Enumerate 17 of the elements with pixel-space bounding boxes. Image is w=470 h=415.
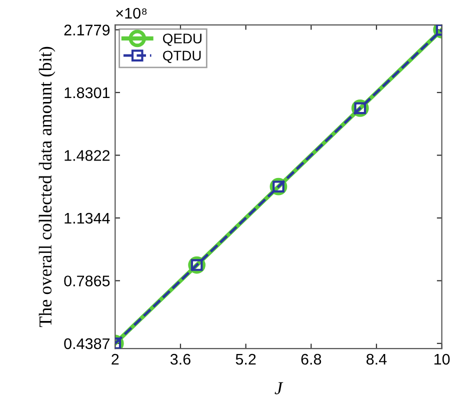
x-tick-label: 5.2 — [236, 354, 256, 365]
x-tick-label: 2 — [112, 354, 119, 365]
y-tick-label: 2.1779 — [64, 24, 110, 36]
x-tick-label: 10 — [434, 354, 450, 365]
y-tick-label: 1.8301 — [64, 87, 110, 98]
y-tick-label: 0.7865 — [64, 276, 110, 286]
x-tick-label: 8.4 — [366, 354, 387, 365]
text: ×10⁸ — [116, 8, 147, 19]
legend-label: QTDU — [163, 50, 201, 64]
y-tick-label: 1.1344 — [64, 212, 110, 224]
x-axis-title: J — [274, 382, 284, 394]
y-tick-label: 1.4822 — [64, 150, 110, 161]
x-tick-label: 3.6 — [170, 354, 190, 365]
y-tick-label: 0.4387 — [64, 338, 110, 350]
y-axis-title: The overall collected data amount (bit) — [38, 46, 56, 328]
x-tick-label: 6.8 — [301, 354, 322, 365]
legend-label: QEDU — [163, 34, 202, 46]
